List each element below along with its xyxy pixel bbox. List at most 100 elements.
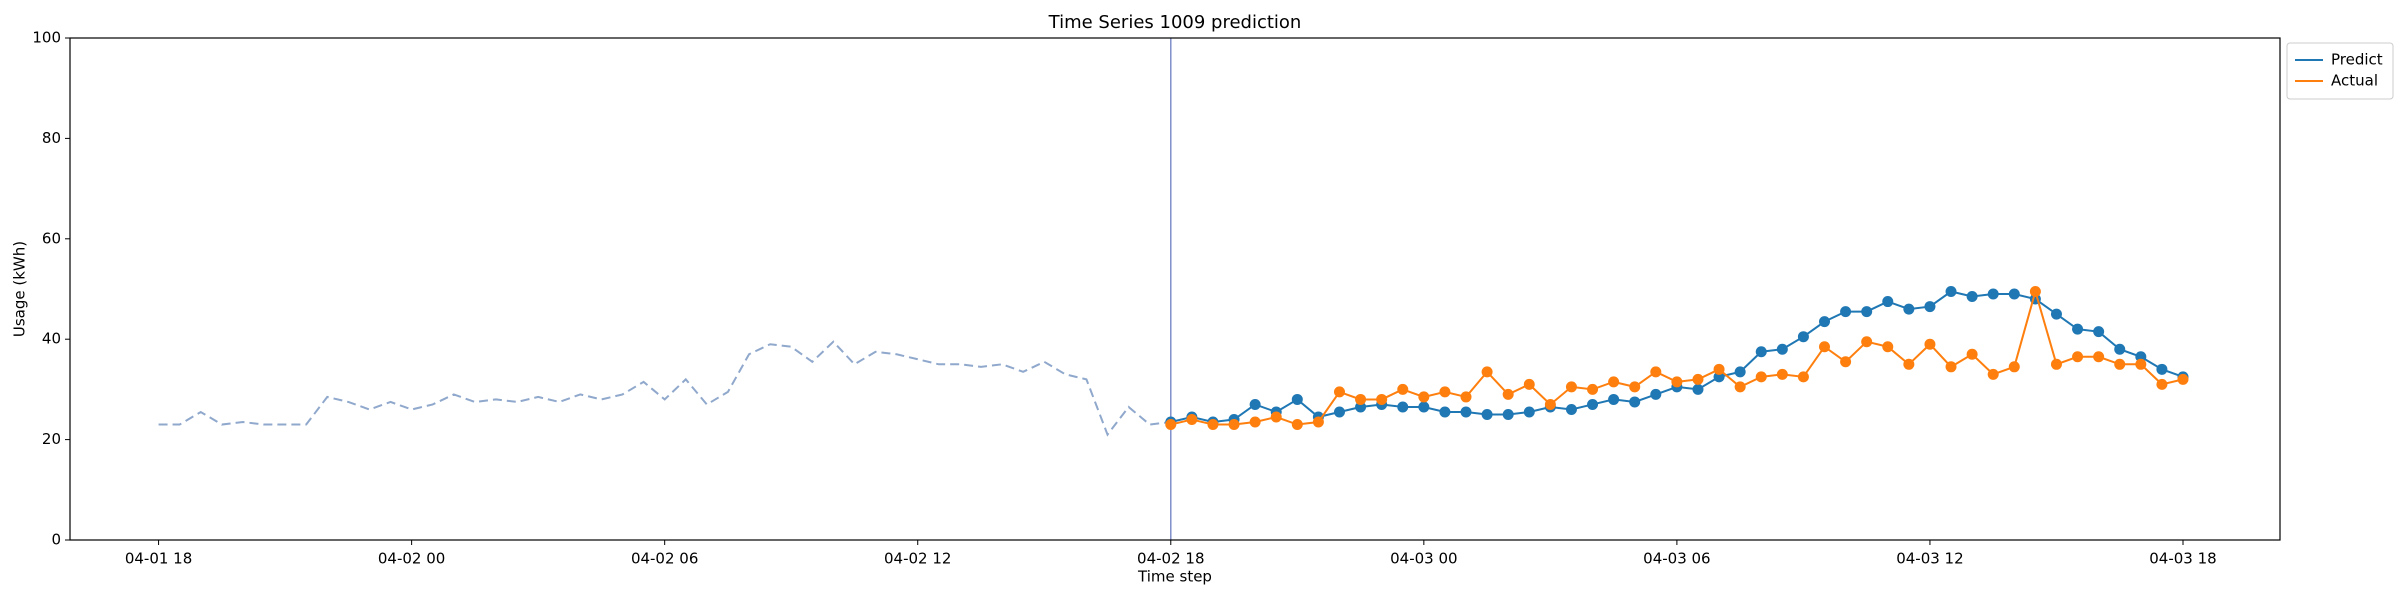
legend-label: Actual — [2331, 72, 2378, 90]
data-point — [1355, 393, 1367, 405]
data-point — [1376, 393, 1388, 405]
data-point — [1460, 406, 1472, 418]
series-line — [1170, 290, 2184, 424]
data-point — [1819, 316, 1831, 328]
data-point — [1734, 381, 1746, 393]
data-point — [2177, 373, 2189, 385]
data-point — [1207, 419, 1219, 431]
data-point — [1734, 366, 1746, 378]
data-point — [1397, 401, 1409, 413]
legend-box — [2286, 42, 2394, 100]
data-point — [1249, 398, 1261, 410]
legend-label: Predict — [2331, 51, 2383, 69]
data-point — [1481, 366, 1493, 378]
data-point — [1523, 406, 1535, 418]
data-point — [1608, 376, 1620, 388]
data-point — [1945, 286, 1957, 298]
data-point — [1439, 406, 1451, 418]
data-point — [2156, 378, 2168, 390]
y-tick-label: 20 — [42, 430, 61, 448]
data-point — [1650, 388, 1662, 400]
data-point — [1903, 358, 1915, 370]
data-point — [1608, 393, 1620, 405]
x-tick-label: 04-03 00 — [1390, 550, 1457, 568]
history-line — [158, 340, 1171, 437]
data-point — [1903, 303, 1915, 315]
data-point — [1439, 386, 1451, 398]
data-point — [2135, 351, 2147, 363]
data-point — [1924, 338, 1936, 350]
data-point — [1523, 378, 1535, 390]
data-point — [1861, 336, 1873, 348]
data-point — [1966, 291, 1978, 303]
x-tick-label: 04-02 00 — [378, 550, 445, 568]
x-tick-label: 04-01 18 — [125, 550, 192, 568]
data-point — [1713, 371, 1725, 383]
data-point — [1418, 391, 1430, 403]
series-line — [1170, 287, 2184, 426]
data-point — [2008, 288, 2020, 300]
x-tick-label: 04-03 06 — [1643, 550, 1710, 568]
data-point — [2114, 343, 2126, 355]
data-point — [1882, 296, 1894, 308]
data-point — [2029, 286, 2041, 298]
data-point — [2008, 361, 2020, 373]
x-tick-label: 04-02 06 — [631, 550, 698, 568]
data-point — [2072, 323, 2084, 335]
x-axis-label: Time step — [1137, 568, 1212, 586]
data-point — [1840, 306, 1852, 318]
data-point — [1882, 341, 1894, 353]
data-point — [1397, 383, 1409, 395]
data-point — [1840, 356, 1852, 368]
plot-frame — [69, 37, 2281, 541]
data-point — [1418, 401, 1430, 413]
data-point — [1333, 406, 1345, 418]
data-point — [2072, 351, 2084, 363]
data-point — [1650, 366, 1662, 378]
data-point — [1587, 383, 1599, 395]
data-point — [1755, 346, 1767, 358]
data-point — [2093, 326, 2105, 338]
y-tick-label: 80 — [42, 129, 61, 147]
chart-title: Time Series 1009 prediction — [1048, 12, 1302, 33]
data-point — [2135, 358, 2147, 370]
y-tick-label: 100 — [32, 29, 61, 47]
data-point — [1544, 398, 1556, 410]
data-point — [1270, 411, 1282, 423]
x-tick-label: 04-03 18 — [2149, 550, 2216, 568]
y-tick-label: 40 — [42, 330, 61, 348]
y-axis-label: Usage (kWh) — [11, 241, 29, 337]
data-point — [2050, 308, 2062, 320]
data-point — [2093, 351, 2105, 363]
data-point — [1502, 409, 1514, 420]
data-point — [1987, 288, 1999, 300]
data-point — [1692, 373, 1704, 385]
data-point — [1186, 414, 1198, 426]
data-point — [1291, 419, 1303, 431]
data-point — [2050, 358, 2062, 370]
data-point — [1713, 363, 1725, 375]
data-point — [1924, 301, 1936, 313]
data-point — [1629, 381, 1641, 393]
data-point — [1797, 371, 1809, 383]
x-tick-label: 04-02 12 — [884, 550, 951, 568]
data-point — [1355, 401, 1367, 413]
y-tick-label: 60 — [42, 229, 61, 247]
data-point — [1797, 331, 1809, 343]
data-point — [2114, 358, 2126, 370]
data-point — [1776, 343, 1788, 355]
data-point — [1776, 368, 1788, 380]
data-point — [1755, 371, 1767, 383]
data-point — [1966, 348, 1978, 360]
data-point — [1861, 306, 1873, 318]
data-point — [1629, 396, 1641, 408]
y-tick-label: 0 — [51, 531, 61, 549]
data-point — [1671, 376, 1683, 388]
data-point — [2156, 363, 2168, 375]
data-point — [1565, 403, 1577, 415]
data-point — [1692, 383, 1704, 395]
data-point — [1460, 391, 1472, 403]
data-point — [1291, 393, 1303, 405]
data-point — [1587, 398, 1599, 410]
